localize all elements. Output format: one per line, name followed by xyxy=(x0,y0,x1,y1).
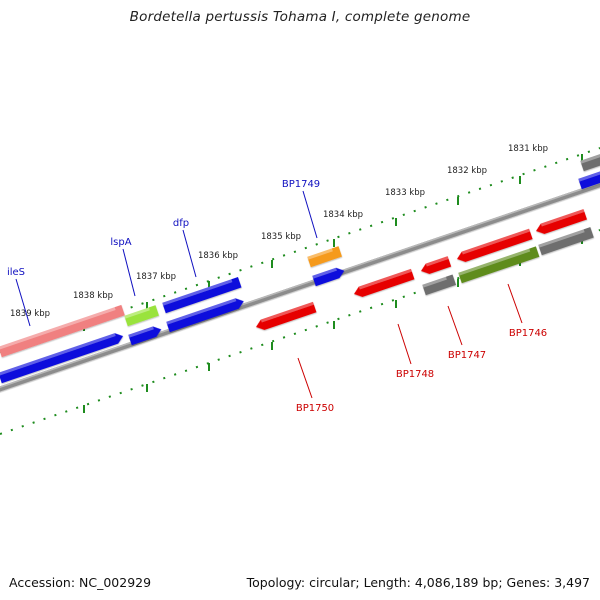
gene-label[interactable]: dfp xyxy=(173,218,189,229)
kbp-tick-label: 1835 kbp xyxy=(261,232,301,242)
gene-label[interactable]: BP1748 xyxy=(396,369,434,380)
gene-feature[interactable] xyxy=(422,274,457,296)
genome-summary: Topology: circular; Length: 4,086,189 bp… xyxy=(246,575,590,590)
gene-feature[interactable] xyxy=(534,209,587,236)
gene-feature[interactable] xyxy=(162,277,242,314)
gene-feature[interactable] xyxy=(580,151,600,172)
leader-line xyxy=(297,357,313,399)
leader-line xyxy=(397,323,412,365)
kbp-tick-label: 1834 kbp xyxy=(323,210,363,220)
backbone xyxy=(0,169,600,407)
gene-label[interactable]: BP1749 xyxy=(282,179,320,190)
gene-feature[interactable] xyxy=(0,304,125,358)
kbp-tick-label: 1836 kbp xyxy=(198,251,238,261)
gene-feature[interactable] xyxy=(124,305,160,327)
kbp-tick-label: 1837 kbp xyxy=(136,272,176,282)
gene-feature[interactable] xyxy=(538,227,594,256)
label-leaders xyxy=(15,190,523,399)
gene-feature[interactable] xyxy=(419,256,452,276)
gene-feature[interactable] xyxy=(312,265,346,287)
gene-feature[interactable] xyxy=(455,228,533,265)
gene-feature[interactable] xyxy=(254,301,317,332)
gene-features xyxy=(0,151,600,384)
leader-line xyxy=(182,229,197,278)
gene-label[interactable]: BP1747 xyxy=(448,350,486,361)
kbp-tick-label: 1831 kbp xyxy=(508,144,548,154)
gene-labels: ileS lspA dfp BP1749 BP1750 BP1748 BP1747 BP174… xyxy=(7,179,547,414)
accession-label: Accession: NC_002929 xyxy=(9,575,152,590)
kbp-tick-label: 1839 kbp xyxy=(10,309,50,319)
map-title: Bordetella pertussis Tohama I, complete … xyxy=(129,9,471,25)
gene-feature[interactable] xyxy=(578,169,600,190)
kbp-tick-label: 1833 kbp xyxy=(385,188,425,198)
leader-line xyxy=(122,248,136,297)
kbp-tick-label: 1832 kbp xyxy=(447,166,487,176)
gene-feature[interactable] xyxy=(458,246,540,284)
kbp-tick-label: 1838 kbp xyxy=(73,291,113,301)
gene-label[interactable]: BP1746 xyxy=(509,328,547,339)
gene-feature[interactable] xyxy=(0,331,125,384)
gene-label[interactable]: ileS xyxy=(7,267,25,278)
leader-line xyxy=(15,278,31,327)
gene-label[interactable]: BP1750 xyxy=(296,403,334,414)
gene-feature[interactable] xyxy=(352,268,415,299)
gene-feature[interactable] xyxy=(307,246,343,268)
gene-feature[interactable] xyxy=(128,324,163,346)
leader-line xyxy=(447,305,463,346)
gene-feature[interactable] xyxy=(166,296,245,333)
leader-line xyxy=(507,283,523,324)
gene-label[interactable]: lspA xyxy=(110,237,131,248)
leader-line xyxy=(302,190,318,239)
